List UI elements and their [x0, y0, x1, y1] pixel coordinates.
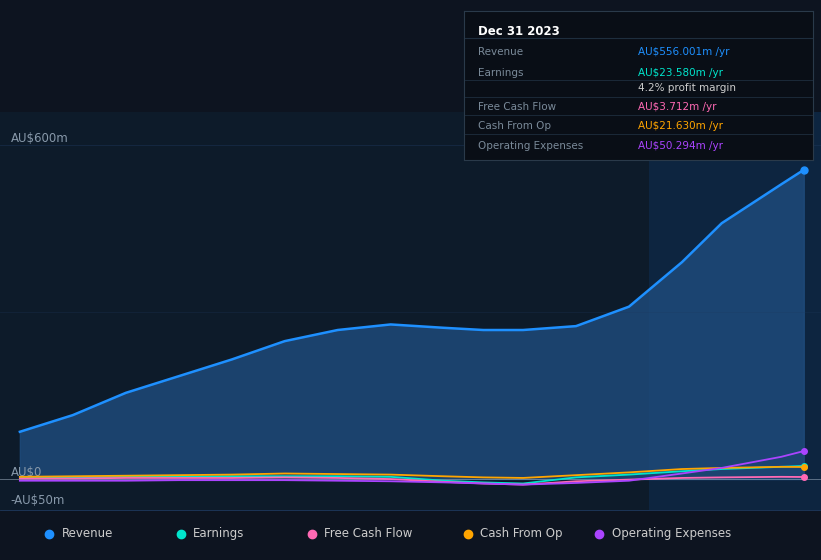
- Text: Cash From Op: Cash From Op: [480, 528, 562, 540]
- Text: AU$3.712m /yr: AU$3.712m /yr: [639, 102, 717, 112]
- Text: AU$600m: AU$600m: [11, 132, 68, 146]
- Text: Cash From Op: Cash From Op: [478, 121, 551, 131]
- Text: -AU$50m: -AU$50m: [11, 494, 65, 507]
- Text: Dec 31 2023: Dec 31 2023: [478, 25, 560, 38]
- Text: Free Cash Flow: Free Cash Flow: [478, 102, 556, 112]
- Text: Operating Expenses: Operating Expenses: [612, 528, 731, 540]
- Text: AU$50.294m /yr: AU$50.294m /yr: [639, 141, 723, 151]
- Text: AU$23.580m /yr: AU$23.580m /yr: [639, 68, 723, 78]
- Bar: [649, 112, 821, 515]
- Text: AU$556.001m /yr: AU$556.001m /yr: [639, 47, 730, 57]
- Text: Earnings: Earnings: [193, 528, 245, 540]
- Text: Operating Expenses: Operating Expenses: [478, 141, 583, 151]
- Text: AU$21.630m /yr: AU$21.630m /yr: [639, 121, 723, 131]
- Text: Earnings: Earnings: [478, 68, 523, 78]
- Text: AU$0: AU$0: [11, 466, 42, 479]
- Text: Free Cash Flow: Free Cash Flow: [324, 528, 413, 540]
- Text: Revenue: Revenue: [62, 528, 113, 540]
- Text: 4.2% profit margin: 4.2% profit margin: [639, 83, 736, 94]
- Text: Revenue: Revenue: [478, 47, 523, 57]
